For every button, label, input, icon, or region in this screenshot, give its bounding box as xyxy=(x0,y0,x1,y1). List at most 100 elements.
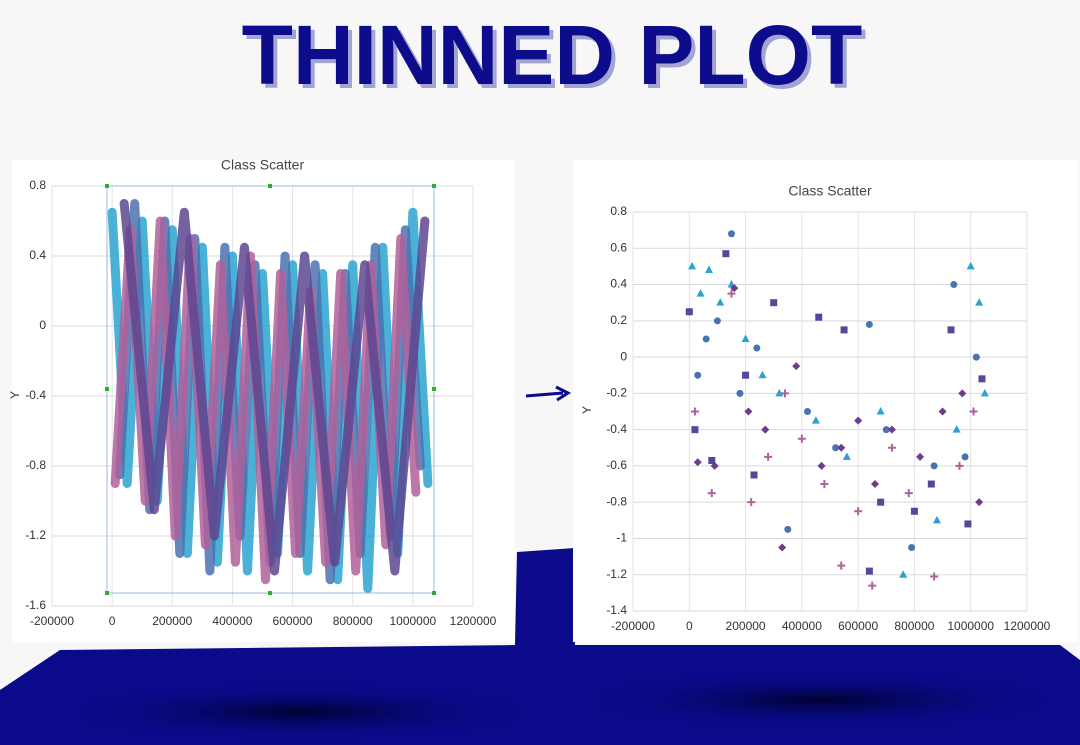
selection-box xyxy=(105,184,436,595)
x-tick-label: 800000 xyxy=(894,619,934,633)
point xyxy=(854,507,863,516)
x-tick-label: -200000 xyxy=(611,619,655,633)
y-tick-label: -0.2 xyxy=(606,386,627,400)
point xyxy=(865,320,873,328)
point xyxy=(980,388,989,397)
point xyxy=(908,544,916,552)
point xyxy=(842,452,851,460)
point xyxy=(694,371,702,379)
x-tick-label: 200000 xyxy=(152,614,192,628)
y-tick-label: -1.2 xyxy=(25,528,46,542)
point xyxy=(854,416,863,425)
point xyxy=(840,326,848,334)
y-tick-label: -1 xyxy=(616,531,627,545)
point xyxy=(837,561,846,570)
x-tick-label: 600000 xyxy=(838,619,878,633)
point xyxy=(702,335,710,343)
x-tick-label: 0 xyxy=(109,614,116,628)
point xyxy=(932,515,941,524)
shadow xyxy=(580,672,1060,728)
x-tick-label: 400000 xyxy=(212,614,252,628)
point xyxy=(761,425,770,434)
point xyxy=(871,480,880,489)
slide-title: THINNED PLOT xyxy=(242,8,863,102)
point xyxy=(910,507,918,515)
point xyxy=(975,498,984,507)
point xyxy=(877,498,885,506)
point xyxy=(716,298,725,306)
chart-panel xyxy=(573,160,1078,642)
point xyxy=(722,250,730,258)
point xyxy=(753,344,761,352)
point xyxy=(966,261,975,270)
point xyxy=(747,498,756,507)
point xyxy=(691,426,699,434)
point xyxy=(797,434,806,443)
point xyxy=(696,289,705,297)
point xyxy=(710,461,719,470)
point xyxy=(955,461,964,470)
series-line xyxy=(110,216,421,585)
arrow xyxy=(525,391,564,398)
point xyxy=(803,408,811,415)
point xyxy=(978,375,986,383)
point xyxy=(764,452,773,461)
point xyxy=(778,543,787,552)
point xyxy=(780,389,789,398)
point xyxy=(770,299,778,307)
point xyxy=(685,308,693,316)
y-axis-title: Y xyxy=(8,391,22,399)
point xyxy=(713,317,721,325)
point xyxy=(837,443,846,452)
point xyxy=(784,525,792,533)
y-tick-label: -1.4 xyxy=(606,603,627,617)
x-tick-label: 1200000 xyxy=(1004,619,1051,633)
point xyxy=(975,298,984,306)
point xyxy=(904,489,913,498)
point xyxy=(727,289,736,298)
point xyxy=(947,326,955,334)
point xyxy=(742,371,750,379)
point xyxy=(916,452,925,461)
point xyxy=(688,261,697,270)
x-tick-label: 1200000 xyxy=(450,614,497,628)
point xyxy=(927,480,935,488)
chart-right: Class Scatter Y -1.4 -1.2 -1 -0.8 -0.6 -0.4 -0.2… xyxy=(580,183,1051,633)
point xyxy=(693,458,702,467)
point xyxy=(704,265,713,274)
point xyxy=(744,407,753,416)
point xyxy=(950,281,958,289)
y-tick-label: 0 xyxy=(39,318,46,332)
point xyxy=(690,407,699,416)
x-tick-label: 400000 xyxy=(782,619,822,633)
point xyxy=(708,456,716,464)
y-tick-label: -0.4 xyxy=(25,388,46,402)
point xyxy=(832,444,840,452)
y-tick-label: 0 xyxy=(620,349,627,363)
x-tick-label: 1000000 xyxy=(389,614,436,628)
point xyxy=(736,389,744,397)
point xyxy=(887,443,896,452)
chart-title: Class Scatter xyxy=(788,183,872,199)
y-tick-label: 0.4 xyxy=(610,277,627,291)
point xyxy=(930,462,938,470)
x-tick-label: 200000 xyxy=(726,619,766,633)
chart-left: Class Scatter Y -1.6 -1.2 -0.8 -0.4 0 0.4 0.8 -20… xyxy=(8,157,497,628)
point xyxy=(882,426,890,434)
y-axis-title: Y xyxy=(580,406,594,414)
y-tick-label: 0.8 xyxy=(610,204,627,218)
point xyxy=(792,362,801,371)
point xyxy=(758,370,767,379)
y-tick-label: -0.4 xyxy=(606,422,627,436)
y-tick-label: 0.4 xyxy=(29,248,46,262)
point xyxy=(868,581,877,590)
y-tick-label: -0.8 xyxy=(25,458,46,472)
point xyxy=(741,334,750,342)
point xyxy=(815,313,823,321)
point xyxy=(817,461,826,470)
x-tick-label: 600000 xyxy=(273,614,313,628)
y-tick-label: -0.6 xyxy=(606,458,627,472)
point xyxy=(958,389,967,398)
